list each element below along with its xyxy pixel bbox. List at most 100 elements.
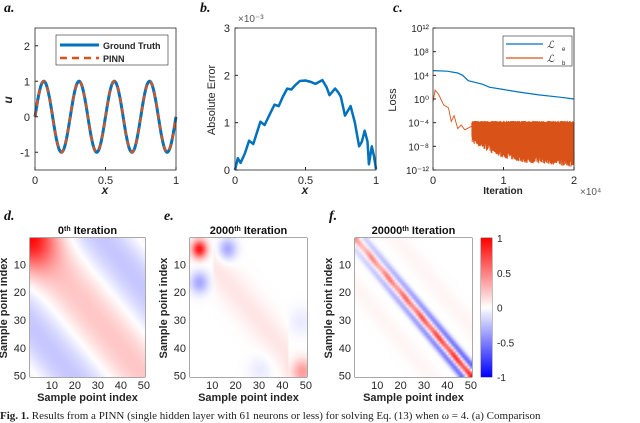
loss-e-line [432, 70, 575, 100]
caption-label: Fig. 1. [0, 410, 30, 422]
y-tick-label: 10 [14, 259, 26, 271]
legend-label-sub: b [562, 61, 566, 67]
y-tick-label: 10 [174, 259, 186, 271]
x-tick-label: 30 [92, 380, 104, 392]
x-tick-label: 1 [500, 175, 506, 187]
x-tick-label: 2 [571, 175, 577, 187]
title-title-rest: Iteration [409, 225, 456, 237]
title-title-sup: th [234, 226, 241, 233]
y-tick-label: 40 [174, 343, 186, 355]
legend-label: ℒ [547, 54, 555, 65]
panel-label: a. [4, 1, 15, 16]
y-tick-label: 30 [14, 315, 26, 327]
y-tick-label: 2 [224, 70, 230, 82]
colorbar-tick-label: -1 [497, 373, 506, 384]
x-axis-label: Sample point index [198, 392, 300, 404]
panel-label: e. [164, 209, 174, 224]
x-tick-label: 20 [395, 380, 407, 392]
legend-label: ℒ [547, 40, 555, 51]
x-axis-label: Sample point index [363, 392, 465, 404]
y-tick-label: 20 [14, 287, 26, 299]
x-tick-label: 10 [206, 380, 218, 392]
x-tick-label: 40 [276, 380, 288, 392]
title-title-rest: Iteration [241, 225, 288, 237]
y-tick-label: 10¹² [411, 24, 429, 35]
x-tick-label: 20 [230, 380, 242, 392]
axes-b [234, 27, 377, 171]
heatmap-title: 2000th Iteration [210, 225, 288, 237]
y-tick-label: 0 [24, 112, 30, 124]
y-tick-label: 2 [24, 41, 30, 53]
y-axis-label: Absolute Error [206, 65, 218, 136]
y-tick-label: 10 [339, 259, 351, 271]
colorbar [481, 238, 492, 377]
legend-label: Ground Truth [103, 41, 161, 51]
x-tick-label: 20 [69, 380, 81, 392]
x-tick-label: 0 [32, 175, 38, 187]
legend-box [55, 34, 169, 66]
panel-label: d. [4, 209, 15, 224]
heatmap-2000th-iteration [190, 238, 307, 377]
y-tick-label: 40 [339, 343, 351, 355]
x-multiplier: ×10⁴ [580, 187, 601, 198]
x-tick-label: 0 [430, 175, 436, 187]
legend-label: PINN [103, 54, 125, 64]
y-tick-label: 30 [339, 315, 351, 327]
panel-label: c. [393, 1, 403, 16]
legend-label-sub: e [562, 47, 566, 53]
y-tick-label: 10⁸ [414, 48, 429, 59]
y-tick-label: 10⁴ [414, 71, 429, 82]
x-tick-label: 30 [253, 380, 265, 392]
title-title-main: 20000 [372, 225, 403, 237]
y-tick-label: 3 [224, 23, 230, 35]
y-tick-label: 50 [339, 371, 351, 383]
y-tick-label: 20 [174, 287, 186, 299]
x-axis-label: x [101, 183, 110, 197]
y-axis-label: Sample point index [323, 257, 335, 359]
heatmap-0th-iteration [30, 238, 145, 377]
x-tick-label: 1 [173, 175, 179, 187]
x-tick-label: 0.5 [98, 175, 113, 187]
heatmap-20000th-iteration [355, 238, 472, 377]
y-multiplier: ×10⁻³ [238, 14, 264, 25]
figure-caption: Fig. 1. Results from a PINN (single hidd… [0, 411, 640, 422]
loss-b-line [432, 89, 575, 167]
y-axis-label: Sample point index [0, 257, 10, 359]
x-tick-label: 40 [115, 380, 127, 392]
y-tick-label: 10⁰ [414, 95, 429, 106]
y-axis-label: Sample point index [158, 257, 170, 359]
error-line [233, 78, 378, 171]
title-title-sup: th [402, 226, 409, 233]
y-tick-label: 50 [174, 371, 186, 383]
y-tick-label: 10⁻⁸ [408, 142, 429, 153]
panel-label: f. [329, 209, 337, 224]
y-tick-label: 10⁻¹² [406, 166, 430, 177]
y-tick-label: 0 [224, 165, 230, 177]
pinn-line [33, 80, 178, 154]
x-axis-label: x [301, 183, 310, 197]
title-title-main: 2000 [210, 225, 234, 237]
heatmap-title: 20000th Iteration [372, 225, 456, 237]
x-tick-label: 30 [418, 380, 430, 392]
colorbar-tick-label: 0 [497, 304, 503, 315]
y-tick-label: 50 [14, 371, 26, 383]
heatmap-title: 0th Iteration [58, 225, 117, 237]
y-tick-label: 20 [339, 287, 351, 299]
x-tick-label: 50 [465, 380, 477, 392]
panel-label: b. [200, 1, 211, 16]
y-tick-label: 40 [14, 343, 26, 355]
y-tick-label: 30 [174, 315, 186, 327]
y-tick-label: 1 [224, 118, 230, 130]
y-tick-label: 1 [24, 76, 30, 88]
colorbar-tick-label: -0.5 [497, 338, 515, 349]
x-tick-label: 50 [300, 380, 312, 392]
caption-text: Results from a PINN (single hidden layer… [31, 410, 541, 422]
x-tick-label: 40 [441, 380, 453, 392]
x-tick-label: 10 [46, 380, 58, 392]
colorbar-tick-label: 0.5 [497, 269, 511, 280]
y-axis-label: Loss [387, 88, 399, 112]
y-tick-label: 10⁻⁴ [408, 119, 429, 130]
x-axis-label: Sample point index [37, 392, 139, 404]
title-title-rest: Iteration [71, 225, 118, 237]
y-tick-label: -1 [20, 147, 30, 159]
